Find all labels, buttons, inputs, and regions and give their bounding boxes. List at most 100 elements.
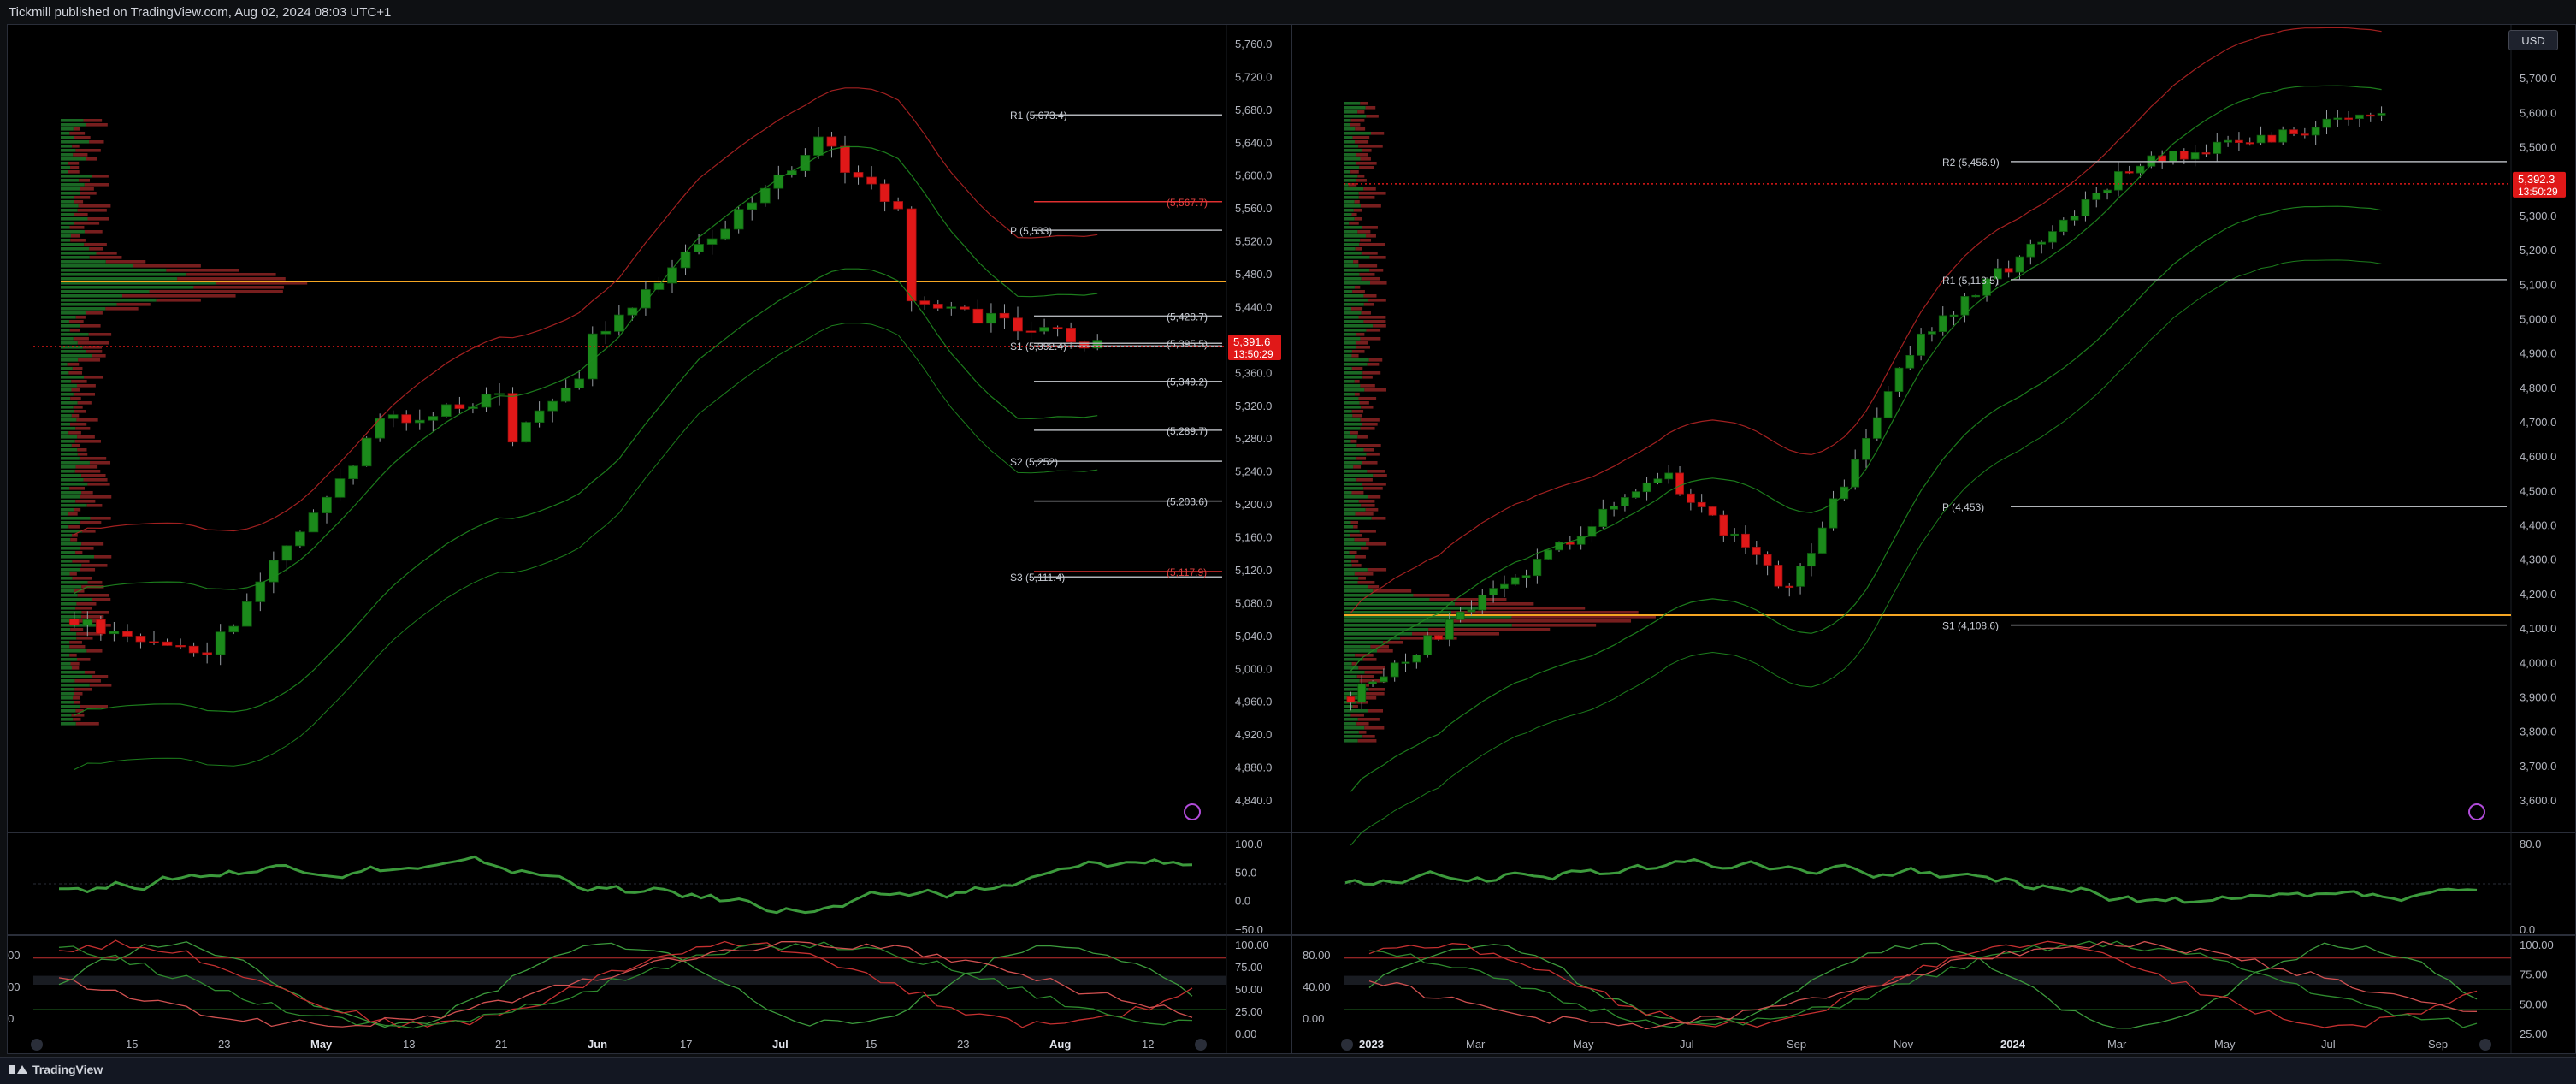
candle	[2081, 198, 2090, 216]
volume-profile-bar	[1360, 239, 1372, 242]
volume-profile-bar	[1352, 136, 1370, 139]
volume-profile-bar	[61, 406, 74, 409]
volume-profile-bar	[1344, 418, 1361, 422]
time-axis-label: Sep	[1787, 1038, 1806, 1051]
candle	[1928, 331, 1936, 335]
price-axis-label: 5,040.0	[1235, 630, 1272, 643]
last-price-value: 5,391.6	[1233, 335, 1270, 348]
time-axis-label: Aug	[1049, 1038, 1071, 1051]
volume-profile-bar	[76, 632, 104, 636]
volume-profile-bar	[84, 183, 109, 187]
volume-profile-bar	[1350, 431, 1358, 435]
tradingview-logo[interactable]: TradingView	[9, 1063, 103, 1076]
volume-profile-bar	[1344, 679, 1360, 683]
last-price-tag	[2513, 171, 2566, 198]
volume-profile-bar	[61, 401, 78, 405]
volume-profile-bar	[1344, 542, 1367, 546]
right-chart-panel[interactable]: 5,800.05,700.05,600.05,500.05,400.05,300…	[1291, 24, 2576, 1054]
volume-profile-bar	[61, 200, 74, 204]
volume-profile-bar	[71, 534, 78, 537]
volume-profile-bar	[61, 234, 71, 238]
indicator-band	[1350, 85, 2382, 672]
volume-profile-bar	[70, 166, 80, 169]
candle	[919, 300, 931, 305]
price-axis-label: 3,700.0	[2520, 760, 2556, 773]
volume-profile-bar	[1367, 568, 1387, 572]
volume-profile-bar	[61, 440, 75, 443]
volume-profile-bar	[1357, 718, 1380, 721]
volume-profile-bar	[89, 684, 112, 687]
volume-profile-bar	[1344, 705, 1353, 708]
volume-profile-bar	[1344, 179, 1356, 182]
candle	[1368, 681, 1377, 684]
volume-profile-bar	[61, 427, 76, 430]
candle	[387, 414, 399, 419]
volume-profile-bar	[74, 136, 91, 139]
candle	[720, 228, 730, 240]
volume-profile-bar	[61, 530, 82, 533]
volume-profile-bar	[61, 611, 82, 614]
publish-info: Tickmill published on TradingView.com, A…	[9, 5, 392, 20]
volume-profile-bar	[1344, 388, 1365, 392]
volume-profile-bar	[1351, 491, 1364, 495]
right-chart-canvas[interactable]: 5,800.05,700.05,600.05,500.05,400.05,300…	[1292, 25, 2575, 1053]
candle	[1993, 268, 2002, 280]
volume-profile-bar	[1348, 183, 1357, 187]
candle	[840, 145, 850, 173]
candle	[281, 545, 292, 561]
volume-profile-bar	[1344, 384, 1361, 388]
volume-profile-bar	[1344, 256, 1370, 259]
currency-button[interactable]: USD	[2508, 30, 2558, 50]
volume-profile-bar	[80, 705, 108, 708]
candle	[694, 244, 704, 252]
volume-profile-bar	[73, 337, 89, 341]
volume-profile-bar	[1344, 448, 1364, 452]
rsi-axis-label: 100.0	[1235, 838, 1263, 850]
left-chart-panel[interactable]: 5,760.0 5,720.0 5,680.0 5,640.0 5,600.0 5,560…	[7, 24, 1291, 1054]
volume-profile-bar	[1370, 281, 1387, 285]
volume-profile-bar	[69, 654, 77, 657]
volume-profile-bar	[1344, 341, 1356, 345]
volume-profile-bar	[61, 410, 74, 413]
volume-profile-bar	[70, 538, 78, 542]
volume-profile-bar	[1362, 371, 1381, 375]
volume-profile-bar	[1351, 564, 1362, 567]
volume-profile-bar	[61, 329, 70, 332]
volume-profile-bar	[61, 692, 74, 696]
candle	[2322, 118, 2331, 128]
stoch-axis-right-label: 25.00	[2520, 1028, 2548, 1040]
zoom-icon	[31, 1039, 43, 1051]
volume-profile-bar	[61, 140, 90, 144]
candle	[1829, 498, 1838, 529]
volume-profile-bar	[73, 127, 80, 131]
volume-profile-bar	[61, 500, 76, 503]
volume-profile-bar	[61, 209, 78, 212]
volume-profile-bar	[1366, 329, 1381, 332]
candle	[1708, 506, 1717, 516]
candle	[1078, 341, 1090, 349]
candle	[1817, 527, 1827, 554]
volume-profile-bar	[1366, 453, 1380, 456]
volume-profile-bar	[1344, 735, 1363, 738]
volume-profile-bar	[61, 504, 87, 507]
volume-profile-bar	[1344, 671, 1365, 674]
left-chart-canvas[interactable]: 5,760.0 5,720.0 5,680.0 5,640.0 5,600.0 5,560…	[8, 25, 1291, 1053]
candle	[1631, 491, 1640, 498]
candle	[1851, 459, 1860, 488]
volume-profile-bar	[1344, 200, 1355, 204]
volume-profile-bar	[81, 491, 93, 495]
volume-profile-bar	[1344, 346, 1356, 349]
volume-profile-bar	[81, 474, 106, 477]
candle	[2289, 129, 2298, 134]
volume-profile-bar	[1357, 581, 1375, 584]
volume-profile-bar	[1356, 722, 1369, 726]
volume-profile-bar	[75, 709, 84, 713]
candle	[269, 560, 279, 583]
volume-profile-bar	[77, 401, 92, 405]
candle	[906, 208, 917, 302]
price-axis-label: 5,120.0	[1235, 564, 1272, 577]
volume-profile-bar	[1344, 123, 1350, 127]
candle	[1686, 493, 1695, 503]
volume-profile-bar	[79, 179, 91, 182]
volume-profile-bar	[80, 192, 97, 195]
